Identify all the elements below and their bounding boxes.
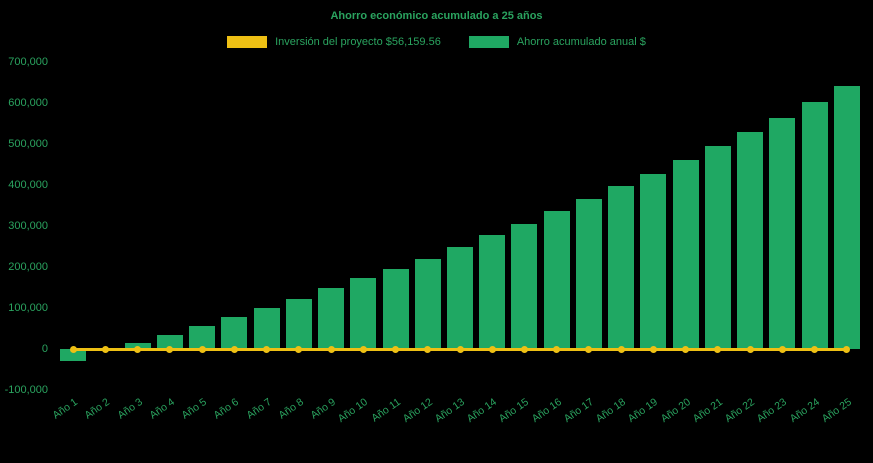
chart-area — [57, 62, 863, 390]
bar-año-13 — [447, 246, 473, 349]
bar-año-8 — [285, 298, 312, 349]
bar-año-24 — [801, 102, 828, 349]
bar-año-23 — [769, 118, 796, 349]
y-tick-label: 400,000 — [8, 179, 48, 191]
investment-line-point-17 — [585, 345, 593, 353]
investment-line-point-4 — [166, 345, 174, 353]
investment-line-point-22 — [746, 345, 754, 353]
y-tick-label: 700,000 — [8, 56, 48, 68]
investment-line-point-2 — [101, 345, 109, 353]
legend-label-inversion: Inversión del proyecto $56,159.56 — [275, 36, 441, 48]
bar-año-11 — [382, 268, 409, 349]
bar-año-10 — [350, 278, 377, 349]
legend-item-inversion[interactable]: Inversión del proyecto $56,159.56 — [227, 36, 441, 48]
y-axis: 700,000 600,000 500,000 400,000 300,000 200,0… — [0, 57, 50, 396]
investment-line-point-20 — [682, 345, 690, 353]
bar-año-7 — [253, 308, 280, 349]
bar-año-20 — [672, 159, 699, 349]
bar-año-14 — [479, 235, 506, 349]
investment-line-point-16 — [553, 345, 561, 353]
y-tick-label: 100,000 — [8, 302, 48, 314]
bar-año-16 — [543, 211, 570, 349]
investment-line-point-7 — [263, 345, 271, 353]
bar-año-5 — [189, 325, 216, 349]
investment-line-point-23 — [778, 345, 786, 353]
x-axis: Año 1 Año 2 Año 3 Año 4 Año 5 Año 6 Año 7 Año 8… — [51, 394, 863, 434]
legend-label-ahorro: Ahorro acumulado anual $ — [516, 36, 646, 48]
y-tick-label: 500,000 — [8, 138, 48, 150]
bar-año-17 — [575, 198, 602, 349]
investment-line-point-14 — [488, 345, 496, 353]
bar-año-22 — [737, 132, 764, 349]
investment-line-point-25 — [843, 345, 851, 353]
bar-año-21 — [704, 145, 731, 349]
investment-line-point-11 — [392, 345, 400, 353]
chart-legend: Inversión del proyecto $56,159.56 Ahorro… — [0, 36, 873, 48]
investment-line-point-13 — [456, 345, 464, 353]
y-tick-label: 300,000 — [8, 220, 48, 232]
investment-line-point-15 — [520, 345, 528, 353]
bar-año-9 — [318, 288, 345, 349]
investment-line-point-9 — [327, 345, 335, 353]
investment-line-point-10 — [359, 345, 367, 353]
legend-swatch-inversion — [227, 36, 268, 48]
bar-año-25 — [833, 86, 860, 349]
bar-año-6 — [221, 317, 248, 349]
investment-line-point-5 — [198, 345, 206, 353]
bar-año-4 — [156, 334, 183, 349]
chart-title: Ahorro económico acumulado a 25 años — [330, 10, 543, 22]
investment-line-point-6 — [230, 345, 238, 353]
investment-line-point-3 — [134, 345, 142, 353]
bar-año-1 — [60, 349, 87, 362]
y-tick-label: 0 — [41, 343, 48, 355]
investment-line-point-18 — [617, 345, 625, 353]
bar-año-12 — [414, 258, 441, 349]
y-tick-label: -100,000 — [4, 384, 48, 396]
investment-line-point-12 — [424, 345, 432, 353]
chart-page: { "chart": { "title": "Ahorro económico … — [0, 10, 873, 434]
y-tick-label: 600,000 — [8, 97, 48, 109]
y-tick-label: 200,000 — [8, 261, 48, 273]
investment-line-point-1 — [69, 345, 77, 353]
investment-line-point-19 — [649, 345, 657, 353]
bar-año-18 — [608, 186, 635, 349]
bar-año-15 — [511, 223, 538, 349]
investment-line-point-21 — [714, 345, 722, 353]
legend-item-ahorro[interactable]: Ahorro acumulado anual $ — [468, 36, 646, 48]
investment-line-point-8 — [295, 345, 303, 353]
investment-line-point-24 — [811, 345, 819, 353]
legend-swatch-ahorro — [468, 36, 509, 48]
bar-año-19 — [640, 173, 667, 349]
